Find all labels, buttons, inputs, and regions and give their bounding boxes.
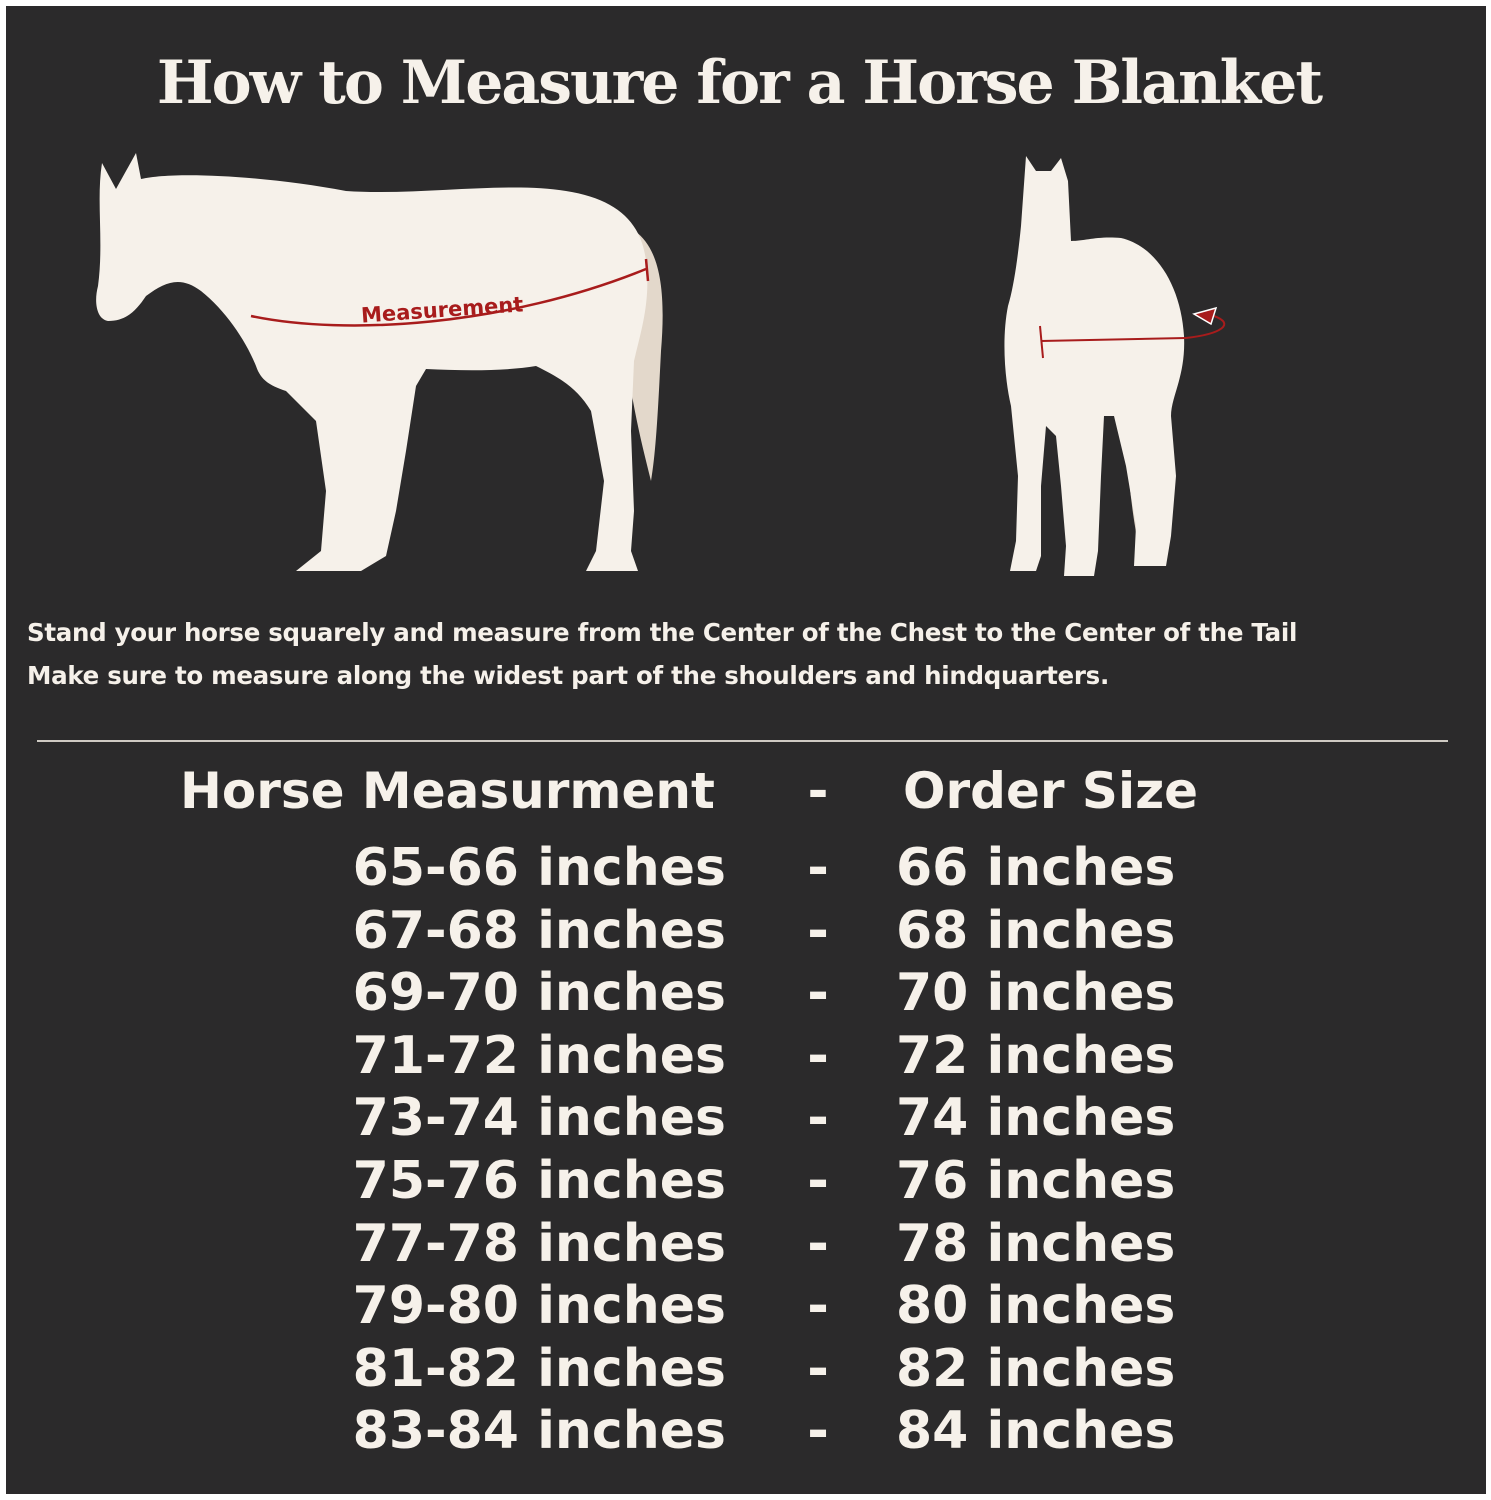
row-order-size: 84 inches [896, 1401, 1176, 1462]
divider [37, 740, 1448, 742]
header-separator: - [807, 762, 829, 820]
measure-tick [644, 258, 650, 282]
row-order-size: 80 inches [896, 1276, 1176, 1337]
row-measurement: 75-76 inches [352, 1151, 726, 1211]
row-separator: - [807, 963, 829, 1024]
row-measurement: 71-72 inches [352, 1025, 726, 1086]
front-horse-body [1004, 156, 1185, 576]
row-separator: - [807, 1276, 829, 1337]
page-title: How to Measure for a Horse Blanket [156, 48, 1323, 118]
header-horse-measurement: Horse Measurment [180, 762, 715, 820]
row-order-size: 76 inches [896, 1151, 1176, 1211]
row-order-size: 70 inches [896, 963, 1176, 1024]
instruction-line-2: Make sure to measure along the widest pa… [27, 661, 1109, 690]
row-separator: - [807, 1151, 829, 1211]
row-order-size: 68 inches [896, 900, 1176, 961]
row-order-size: 72 inches [896, 1025, 1176, 1086]
side-horse-illustration: Measurement [96, 153, 663, 571]
row-separator: - [807, 900, 829, 961]
row-measurement: 69-70 inches [352, 963, 726, 1024]
row-separator: - [807, 1025, 829, 1086]
header-order-size: Order Size [903, 762, 1199, 820]
instruction-line-1: Stand your horse squarely and measure fr… [27, 618, 1298, 647]
row-order-size: 78 inches [896, 1213, 1176, 1274]
row-measurement: 77-78 inches [352, 1213, 726, 1274]
infographic-panel: How to Measure for a Horse Blanket Measu… [6, 6, 1486, 1494]
measure-line [250, 267, 647, 327]
arrowhead-icon [1192, 306, 1218, 326]
front-measure-line [1040, 337, 1187, 342]
front-horse-illustration [1004, 156, 1226, 576]
row-separator: - [807, 1213, 829, 1274]
row-measurement: 83-84 inches [352, 1401, 726, 1462]
row-measurement: 81-82 inches [352, 1338, 726, 1399]
row-order-size: 82 inches [896, 1338, 1176, 1399]
row-order-size: 66 inches [896, 838, 1176, 898]
row-measurement: 65-66 inches [352, 838, 726, 898]
front-measure-tick [1039, 325, 1044, 359]
row-separator: - [807, 1338, 829, 1399]
row-separator: - [807, 1088, 829, 1149]
row-measurement: 79-80 inches [352, 1276, 726, 1337]
row-order-size: 74 inches [896, 1088, 1176, 1149]
row-measurement: 73-74 inches [352, 1088, 726, 1149]
wrap-arrow-icon [1185, 315, 1226, 339]
row-separator: - [807, 1401, 829, 1462]
row-separator: - [807, 838, 829, 898]
side-horse-body [96, 153, 648, 571]
row-measurement: 67-68 inches [352, 900, 726, 961]
